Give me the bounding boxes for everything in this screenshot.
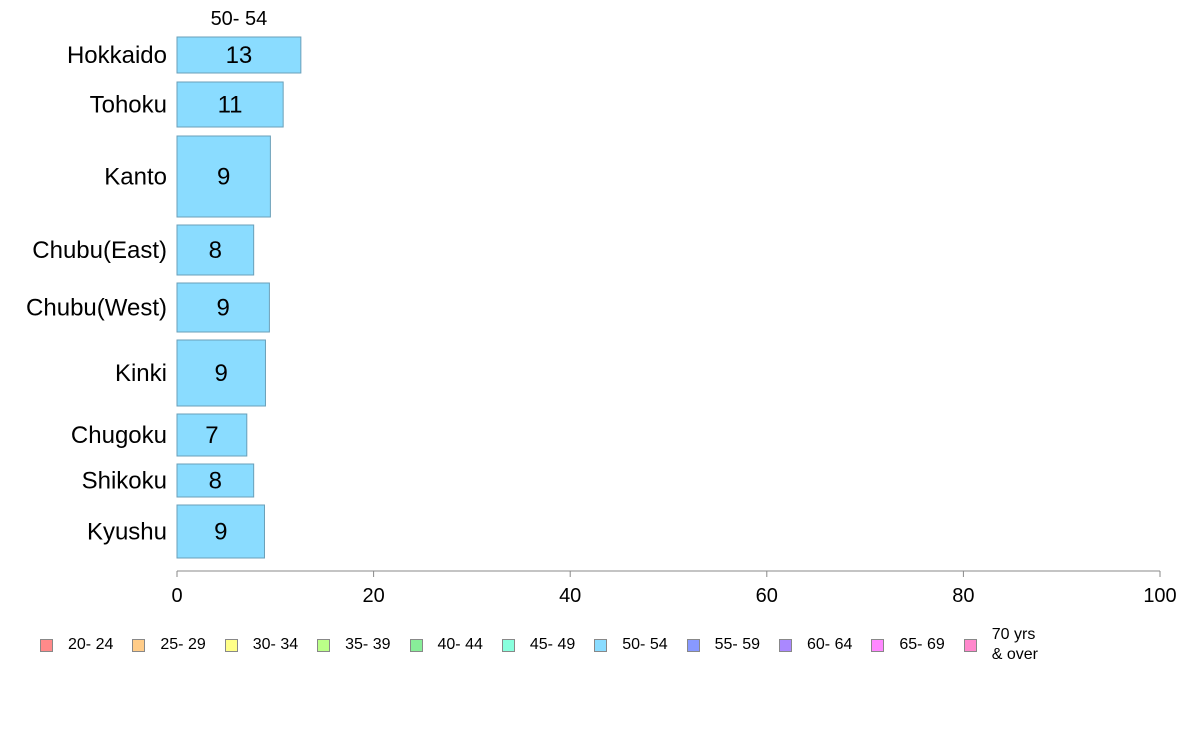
legend-item: 70 yrs & over [963, 625, 1038, 665]
bar-chubu-east [176, 224, 255, 276]
legend-item: 65- 69 [871, 635, 945, 655]
category-label: Kinki [115, 360, 167, 387]
bars-group: Hokkaido 13 Tohoku 11 Kanto 9 Chubu(East) 8 Chub… [26, 36, 302, 559]
bar-value-label: 9 [214, 519, 227, 546]
legend-item: 45- 49 [501, 635, 576, 655]
legend-item: 20- 24 [40, 635, 113, 655]
category-label: Chubu(East) [32, 237, 167, 264]
legend: 20- 24 25- 29 30- 34 35- 39 40- 44 45- 49 50- … [40, 620, 1170, 670]
legend-label: 55- 59 [714, 636, 760, 653]
legend-swatch [871, 638, 885, 652]
legend-swatch [224, 638, 238, 652]
category-label: Chugoku [71, 422, 167, 449]
legend-swatch [317, 638, 331, 652]
legend-swatch [686, 638, 700, 652]
x-tick-label: 100 [1143, 585, 1176, 607]
bar-kinki [176, 339, 266, 407]
legend-label: 30- 34 [252, 636, 299, 653]
legend-item: 30- 34 [224, 635, 299, 655]
bar-value-label: 9 [217, 295, 230, 322]
legend-swatch [594, 638, 608, 652]
bar-value-label: 9 [215, 360, 228, 387]
legend-swatch [779, 638, 792, 652]
legend-label: 35- 39 [345, 636, 391, 653]
bar-value-label: 8 [209, 237, 222, 264]
bar-value-label: 7 [205, 422, 218, 449]
legend-label: 60- 64 [807, 636, 853, 653]
bar-tohoku [176, 81, 284, 128]
bar-chugoku [176, 413, 248, 457]
legend-label: 65- 69 [899, 636, 945, 653]
legend-swatch [409, 638, 423, 652]
legend-item: 50- 54 [594, 635, 668, 655]
category-label: Chubu(West) [26, 295, 167, 322]
bar-kanto [176, 135, 271, 218]
category-label: Tohoku [90, 92, 167, 119]
x-tick-label: 40 [559, 585, 581, 607]
bar-value-label: 11 [218, 92, 243, 119]
bar-value-label: 13 [226, 42, 253, 69]
x-axis: 0 20 40 60 80 100 [171, 570, 1177, 607]
legend-item: 25- 29 [132, 635, 206, 655]
legend-swatch [501, 638, 515, 652]
bar-shikoku [176, 463, 255, 498]
category-label: Kyushu [87, 519, 167, 546]
legend-label: 70 yrs & over [991, 626, 1038, 663]
x-tick-label: 60 [756, 585, 778, 607]
legend-item: 60- 64 [779, 635, 852, 655]
bar-kyushu [176, 504, 265, 559]
bar-value-label: 8 [209, 468, 222, 495]
category-label: Kanto [104, 164, 167, 191]
bar-hokkaido [176, 36, 302, 74]
category-label: Shikoku [82, 468, 167, 495]
bar-value-label: 9 [217, 164, 230, 191]
bar-chubu-west [176, 282, 270, 333]
legend-swatch [40, 638, 53, 652]
legend-swatch [132, 638, 146, 652]
legend-label: 40- 44 [437, 636, 483, 653]
legend-item: 40- 44 [409, 635, 483, 655]
series-header-label: 50- 54 [211, 8, 268, 30]
legend-label: 45- 49 [529, 636, 576, 653]
x-tick-label: 0 [171, 585, 182, 607]
legend-label: 50- 54 [622, 636, 668, 653]
legend-item: 35- 39 [317, 635, 391, 655]
legend-label: 20- 24 [68, 636, 114, 653]
x-tick-label: 80 [952, 585, 974, 607]
legend-item: 55- 59 [686, 635, 760, 655]
legend-swatch [963, 638, 977, 652]
x-tick-label: 20 [362, 585, 384, 607]
category-label: Hokkaido [67, 42, 167, 69]
legend-label: 25- 29 [160, 636, 206, 653]
